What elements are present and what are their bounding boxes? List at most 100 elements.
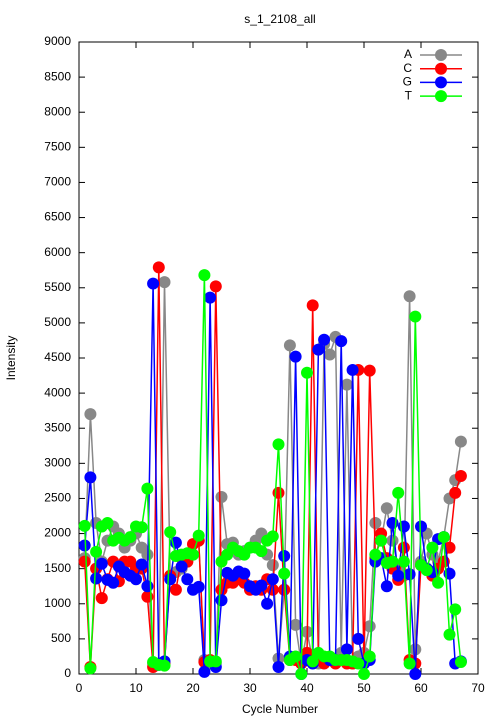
legend-marker [435, 62, 447, 75]
series-line [83, 283, 462, 675]
data-point [454, 469, 467, 482]
y-tick-label: 6500 [44, 210, 71, 224]
y-tick-label: 4500 [44, 350, 71, 364]
data-point [397, 541, 410, 554]
x-tick-label: 40 [300, 681, 314, 695]
data-point [198, 665, 211, 678]
data-point [266, 573, 279, 586]
data-point [409, 668, 422, 680]
data-point [352, 657, 365, 670]
x-tick-label: 70 [471, 681, 485, 695]
y-tick-label: 7500 [44, 140, 71, 154]
y-tick-label: 5000 [44, 315, 71, 329]
data-point [335, 335, 348, 348]
data-point [95, 557, 108, 570]
data-point [352, 632, 365, 645]
data-point [409, 643, 422, 656]
y-tick-label: 3500 [44, 420, 71, 434]
data-point [164, 573, 177, 586]
data-point [175, 560, 188, 573]
data-point [312, 343, 325, 356]
data-point [278, 583, 291, 596]
data-point [164, 526, 177, 539]
y-tick-label: 3000 [44, 456, 71, 470]
data-point [403, 290, 416, 303]
data-point [454, 435, 467, 448]
data-point [135, 558, 148, 571]
data-point [426, 541, 439, 554]
data-point [130, 573, 142, 586]
data-point [415, 520, 427, 533]
data-point [181, 573, 194, 586]
data-point [198, 269, 211, 282]
y-tick-label: 1500 [44, 561, 71, 575]
data-point [255, 545, 268, 558]
data-point [301, 366, 313, 379]
data-point [386, 534, 399, 547]
y-axis-label: Intensity [4, 336, 18, 381]
legend-label: G [403, 75, 412, 89]
data-point [397, 520, 410, 533]
data-point [266, 559, 279, 572]
data-point [289, 618, 302, 631]
y-tick-label: 6000 [44, 245, 71, 259]
y-tick-label: 1000 [44, 596, 71, 610]
legend-label: A [404, 47, 412, 61]
data-point [90, 572, 103, 585]
data-point [392, 486, 405, 499]
data-point [443, 628, 456, 641]
data-point [283, 339, 296, 352]
y-tick-label: 0 [64, 666, 71, 680]
data-point [278, 567, 291, 580]
data-point [209, 655, 222, 668]
series-line [83, 267, 462, 668]
data-point [107, 576, 120, 589]
data-point [261, 597, 274, 610]
data-point [101, 517, 114, 530]
data-point [340, 643, 353, 656]
x-tick-label: 10 [129, 681, 143, 695]
data-point [272, 438, 285, 451]
x-tick-label: 0 [76, 681, 83, 695]
data-point [158, 276, 171, 289]
series-line [83, 282, 462, 666]
y-tick-label: 7000 [44, 175, 71, 189]
data-point [147, 277, 160, 290]
data-point [449, 486, 462, 499]
data-point [420, 564, 433, 577]
data-point [192, 529, 205, 542]
data-point [124, 531, 137, 544]
x-tick-label: 60 [414, 681, 428, 695]
x-tick-label: 30 [243, 681, 257, 695]
data-point [375, 534, 388, 547]
data-point [363, 650, 376, 663]
data-point [454, 656, 467, 669]
data-point [392, 569, 405, 582]
data-point [295, 668, 308, 680]
data-point [306, 299, 319, 312]
data-point [141, 482, 154, 495]
data-point [380, 580, 393, 593]
data-point [403, 657, 416, 670]
legend-marker [435, 49, 447, 61]
data-point [78, 539, 91, 552]
data-point [90, 545, 103, 558]
y-tick-label: 8000 [44, 104, 71, 118]
data-point [358, 668, 370, 680]
chart-title: s_1_2108_all [244, 12, 315, 26]
data-point [209, 280, 222, 293]
y-tick-label: 500 [51, 631, 71, 645]
data-point [323, 348, 336, 361]
legend-label: T [405, 88, 413, 102]
data-point [84, 408, 97, 421]
data-point [204, 291, 217, 304]
legend-marker [435, 76, 447, 89]
data-point [95, 592, 108, 605]
data-point [78, 555, 91, 568]
data-point [386, 555, 399, 568]
data-point [289, 350, 302, 363]
data-point [289, 650, 302, 663]
data-point [380, 502, 393, 515]
data-point [397, 555, 410, 568]
